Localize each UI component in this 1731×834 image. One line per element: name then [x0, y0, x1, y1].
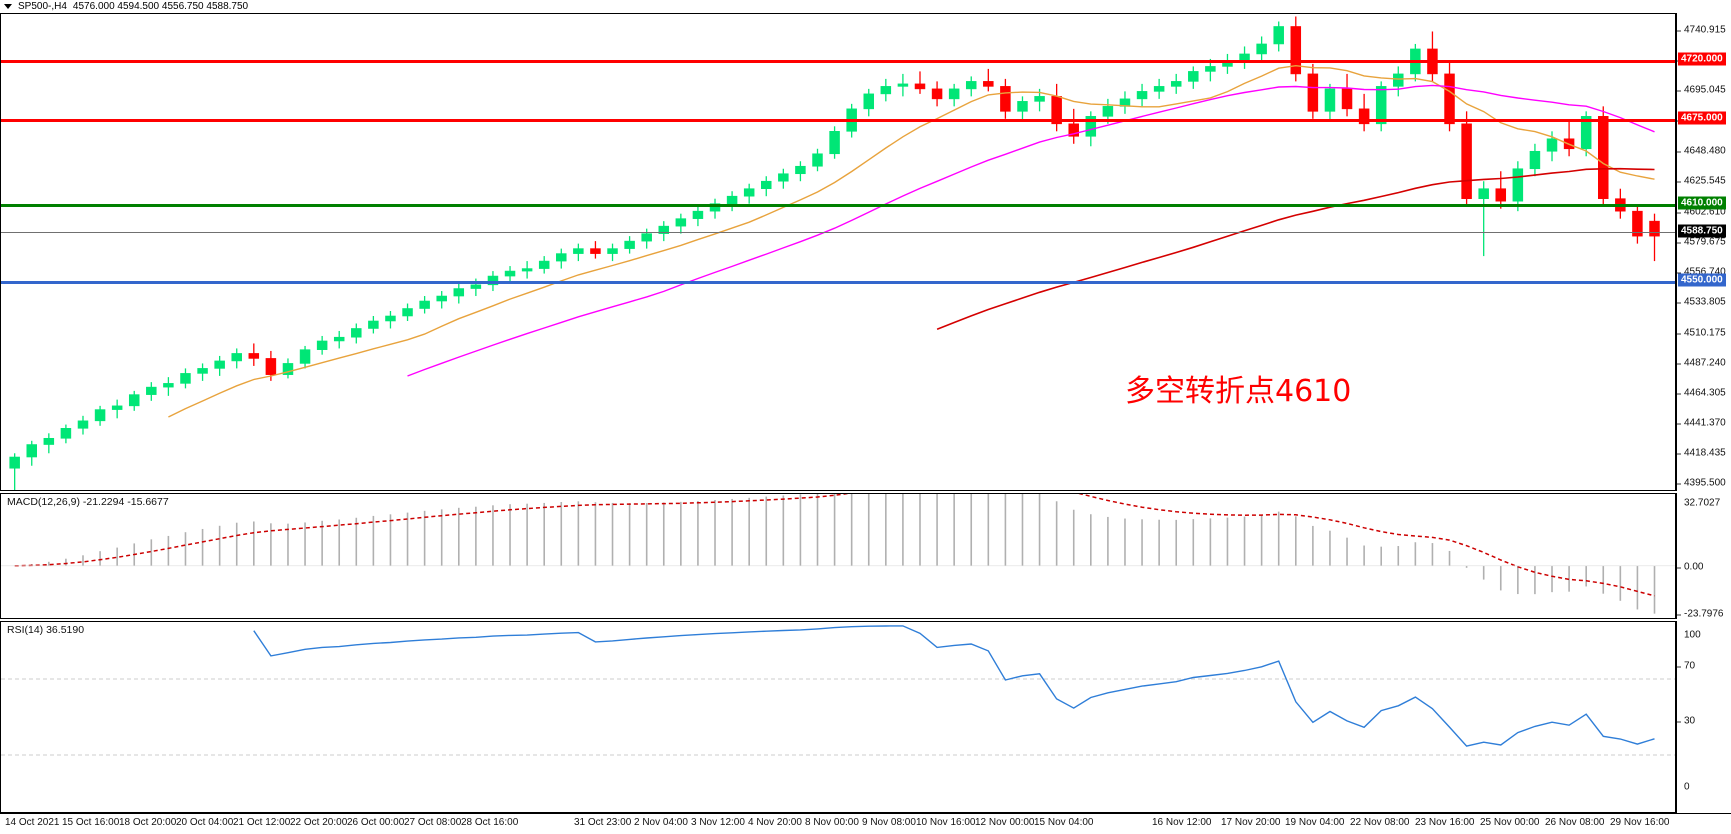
time-axis-label: 3 Nov 12:00: [691, 817, 745, 828]
axis-tick: 0: [1684, 781, 1690, 793]
price-scale[interactable]: 4740.915 4695.045 4648.480 4625.545 4602.610…: [1676, 13, 1731, 510]
rsi-chart-canvas: [1, 625, 1675, 756]
axis-tick: 4556.740: [1677, 267, 1726, 278]
time-axis-label: 21 Oct 12:00: [233, 817, 291, 828]
time-axis-label: 26 Nov 08:00: [1545, 817, 1605, 828]
axis-tick: 4418.435: [1677, 448, 1726, 459]
rsi-scale[interactable]: 100 70 30 0: [1676, 621, 1731, 813]
rsi-pane[interactable]: RSI(14) 36.5190: [0, 621, 1676, 813]
time-axis-label: 22 Nov 08:00: [1350, 817, 1410, 828]
axis-tick: 30: [1677, 716, 1695, 727]
time-axis-label: 10 Nov 16:00: [916, 817, 976, 828]
time-axis-label: 26 Oct 00:00: [347, 817, 405, 828]
axis-tick: 70: [1677, 661, 1695, 672]
chart-annotation-text: 多空转折点4610: [1125, 374, 1352, 409]
axis-tick: 32.7027: [1684, 497, 1721, 509]
axis-tick: 4648.480: [1677, 146, 1726, 157]
ohlc-values: 4576.000 4594.500 4556.750 4588.750: [72, 1, 249, 12]
level-line-resistance-4720[interactable]: [1, 60, 1675, 63]
rsi-label: RSI(14) 36.5190: [5, 624, 87, 636]
time-axis-label: 15 Oct 16:00: [62, 817, 120, 828]
time-axis-label: 2 Nov 04:00: [634, 817, 688, 828]
time-axis-label: 8 Nov 00:00: [805, 817, 859, 828]
axis-tick: 0.00: [1677, 562, 1703, 573]
time-axis-label: 28 Oct 16:00: [461, 817, 519, 828]
axis-tick: 4579.675: [1677, 237, 1726, 248]
axis-tick: 4487.240: [1677, 358, 1726, 369]
time-axis-label: 17 Nov 20:00: [1221, 817, 1281, 828]
macd-chart-canvas: [1, 494, 1675, 614]
level-tag-resistance-4720[interactable]: 4720.000: [1678, 52, 1726, 66]
axis-tick: -23.7976: [1677, 609, 1723, 620]
time-axis-label: 14 Oct 2021: [5, 817, 60, 828]
price-pane[interactable]: 多空转折点4610: [0, 13, 1676, 491]
macd-pane[interactable]: MACD(12,26,9) -21.2294 -15.6677: [0, 493, 1676, 619]
time-axis-label: 29 Nov 16:00: [1610, 817, 1670, 828]
axis-tick: 100: [1684, 629, 1701, 641]
axis-tick: 4441.370: [1677, 418, 1726, 429]
time-axis[interactable]: 14 Oct 2021 15 Oct 16:00 18 Oct 20:00 20 Oc…: [0, 813, 1731, 834]
level-tag-last-price-4588[interactable]: 4588.750: [1678, 224, 1726, 238]
level-line-last-price-4588[interactable]: [1, 232, 1675, 233]
level-line-support-4550[interactable]: [1, 281, 1675, 284]
level-tag-support-4610[interactable]: 4610.000: [1678, 196, 1726, 210]
axis-tick: 4602.610: [1677, 207, 1726, 218]
price-chart-canvas: [9, 16, 1660, 490]
time-axis-label: 18 Oct 20:00: [119, 817, 177, 828]
time-axis-label: 12 Nov 00:00: [975, 817, 1035, 828]
time-axis-label: 25 Nov 00:00: [1480, 817, 1540, 828]
time-axis-label: 9 Nov 08:00: [862, 817, 916, 828]
symbol-label: SP500-,H4: [18, 1, 67, 12]
time-axis-label: 27 Oct 08:00: [404, 817, 462, 828]
level-line-support-4610[interactable]: [1, 204, 1675, 207]
triangle-down-icon[interactable]: [4, 4, 12, 9]
axis-tick: 4395.500: [1677, 478, 1726, 489]
time-axis-label: 19 Nov 04:00: [1285, 817, 1345, 828]
time-axis-label: 23 Nov 16:00: [1415, 817, 1475, 828]
time-axis-label: 15 Nov 04:00: [1034, 817, 1094, 828]
axis-tick: 4740.915: [1677, 25, 1726, 36]
level-tag-support-4550[interactable]: 4550.000: [1678, 273, 1726, 287]
level-line-resistance-4675[interactable]: [1, 119, 1675, 122]
axis-tick: 4695.045: [1677, 85, 1726, 96]
macd-scale[interactable]: 32.7027 0.00 -23.7976: [1676, 493, 1731, 620]
time-axis-label: 4 Nov 20:00: [748, 817, 802, 828]
axis-tick: 4625.545: [1677, 176, 1726, 187]
axis-tick: 4533.805: [1677, 297, 1726, 308]
time-axis-label: 22 Oct 20:00: [290, 817, 348, 828]
time-axis-label: 20 Oct 04:00: [176, 817, 234, 828]
axis-tick: 4464.305: [1677, 388, 1726, 399]
macd-label: MACD(12,26,9) -21.2294 -15.6677: [5, 496, 171, 508]
time-axis-label: 31 Oct 23:00: [574, 817, 632, 828]
axis-tick: 4510.175: [1677, 328, 1726, 339]
time-axis-label: 16 Nov 12:00: [1152, 817, 1212, 828]
level-tag-resistance-4675[interactable]: 4675.000: [1678, 111, 1726, 125]
symbol-bar: SP500-,H4 4576.000 4594.500 4556.750 458…: [0, 0, 1731, 13]
